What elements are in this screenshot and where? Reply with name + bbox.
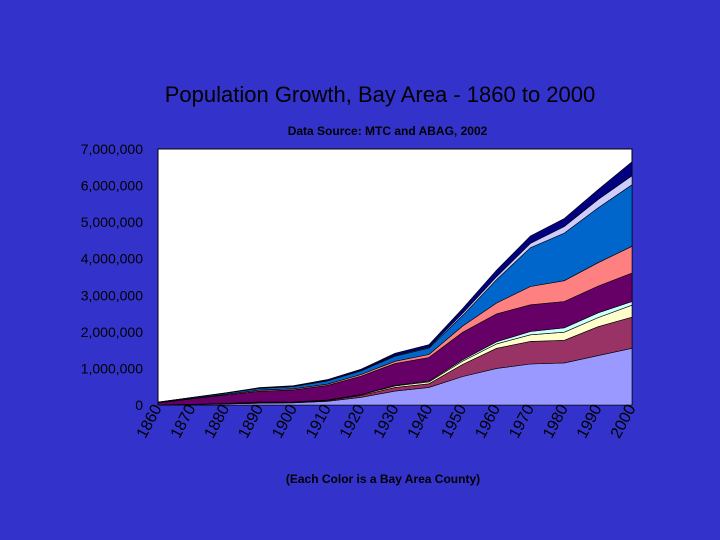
area-series-group xyxy=(157,161,633,406)
x-tick-label: 2000 xyxy=(608,402,640,441)
y-tick-label: 4,000,000 xyxy=(81,251,143,267)
y-tick-label: 3,000,000 xyxy=(81,287,143,303)
x-tick-label: 1890 xyxy=(235,402,267,441)
y-tick-label: 7,000,000 xyxy=(81,141,143,157)
y-tick-label: 1,000,000 xyxy=(81,360,143,376)
x-tick-label: 1950 xyxy=(439,402,471,441)
x-tick-label: 1910 xyxy=(303,402,335,441)
x-axis-tick-labels: 1860 1870 1880 1890 1900 1910 1920 1930 1940 1950… xyxy=(134,402,640,441)
chart-footnote: (Each Color is a Bay Area County) xyxy=(285,472,481,486)
chart-title: Population Growth, Bay Area - 1860 to 20… xyxy=(164,82,596,107)
y-tick-label: 0 xyxy=(135,397,143,413)
y-tick-label: 5,000,000 xyxy=(81,214,143,230)
x-tick-label: 1970 xyxy=(506,402,538,441)
area-series-9 xyxy=(157,161,633,403)
x-tick-label: 1870 xyxy=(168,402,200,441)
chart-subtitle: Data Source: MTC and ABAG, 2002 xyxy=(287,124,488,138)
y-tick-label: 6,000,000 xyxy=(81,178,143,194)
y-tick-label: 2,000,000 xyxy=(81,324,143,340)
x-tick-label: 1920 xyxy=(337,402,369,441)
x-tick-label: 1880 xyxy=(202,402,234,441)
y-axis-tick-labels: 0 1,000,000 2,000,000 3,000,000 4,000,000 5,0… xyxy=(81,141,144,413)
x-tick-label: 1980 xyxy=(540,402,572,441)
x-tick-label: 1960 xyxy=(472,402,504,441)
x-tick-label: 1930 xyxy=(371,402,403,441)
x-tick-label: 1940 xyxy=(405,402,437,441)
x-tick-label: 1900 xyxy=(269,402,301,441)
x-tick-label: 1990 xyxy=(574,402,606,441)
